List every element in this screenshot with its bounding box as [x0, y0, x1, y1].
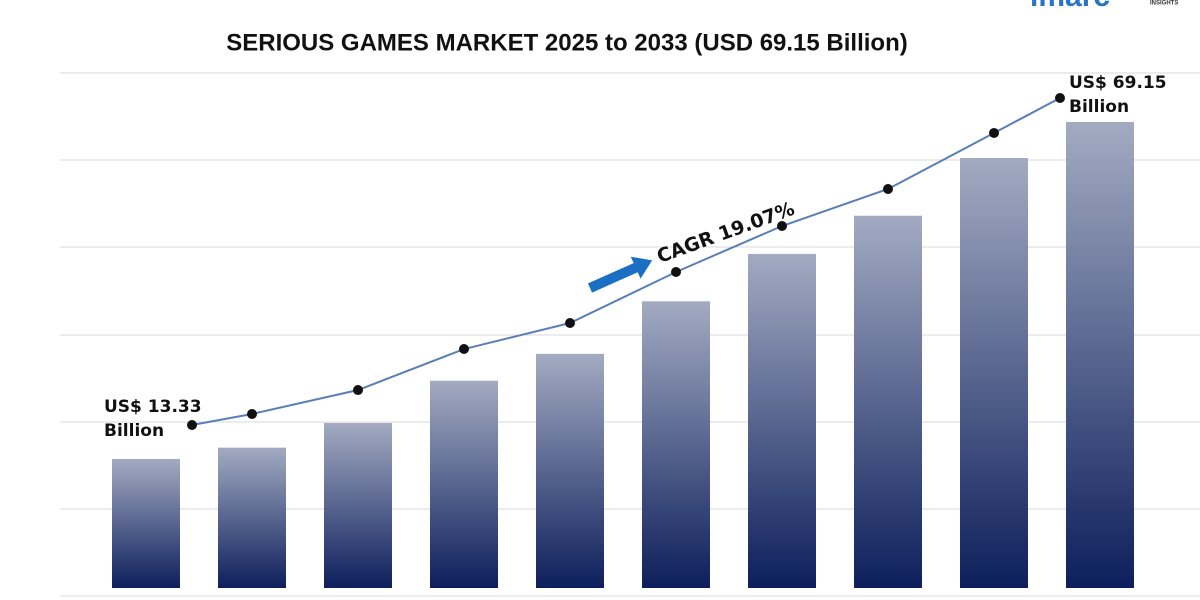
arrow	[587, 256, 653, 293]
bar	[748, 253, 816, 588]
trend-dot	[1055, 93, 1065, 103]
trend-dot	[989, 127, 999, 138]
trend-dot	[353, 385, 363, 396]
bar	[112, 459, 180, 588]
value-label: US$ 13.33 Billion	[104, 397, 202, 441]
bar	[536, 353, 604, 588]
trend-dot	[187, 420, 197, 430]
trend-line	[191, 97, 1061, 426]
logo: imarc	[1030, 0, 1110, 13]
trend-dot	[247, 408, 257, 419]
bar	[218, 447, 286, 588]
trend-dot	[565, 318, 575, 329]
bar	[430, 380, 498, 588]
cagr-arrow	[587, 256, 653, 293]
trend-dot	[459, 344, 469, 355]
logo-tagline: INSIGHTS	[1150, 1, 1178, 7]
bar	[324, 422, 392, 588]
bar	[1066, 122, 1134, 588]
trend-dot	[883, 183, 893, 194]
trend-dot	[777, 220, 787, 231]
bar	[960, 158, 1028, 588]
bar	[642, 301, 710, 588]
bar	[854, 215, 922, 589]
chart-title: SERIOUS GAMES MARKET 2025 to 2033 (USD 6…	[226, 29, 908, 56]
value-label: US$ 69.15 Billion	[1069, 73, 1167, 117]
trend-dot	[671, 266, 681, 277]
